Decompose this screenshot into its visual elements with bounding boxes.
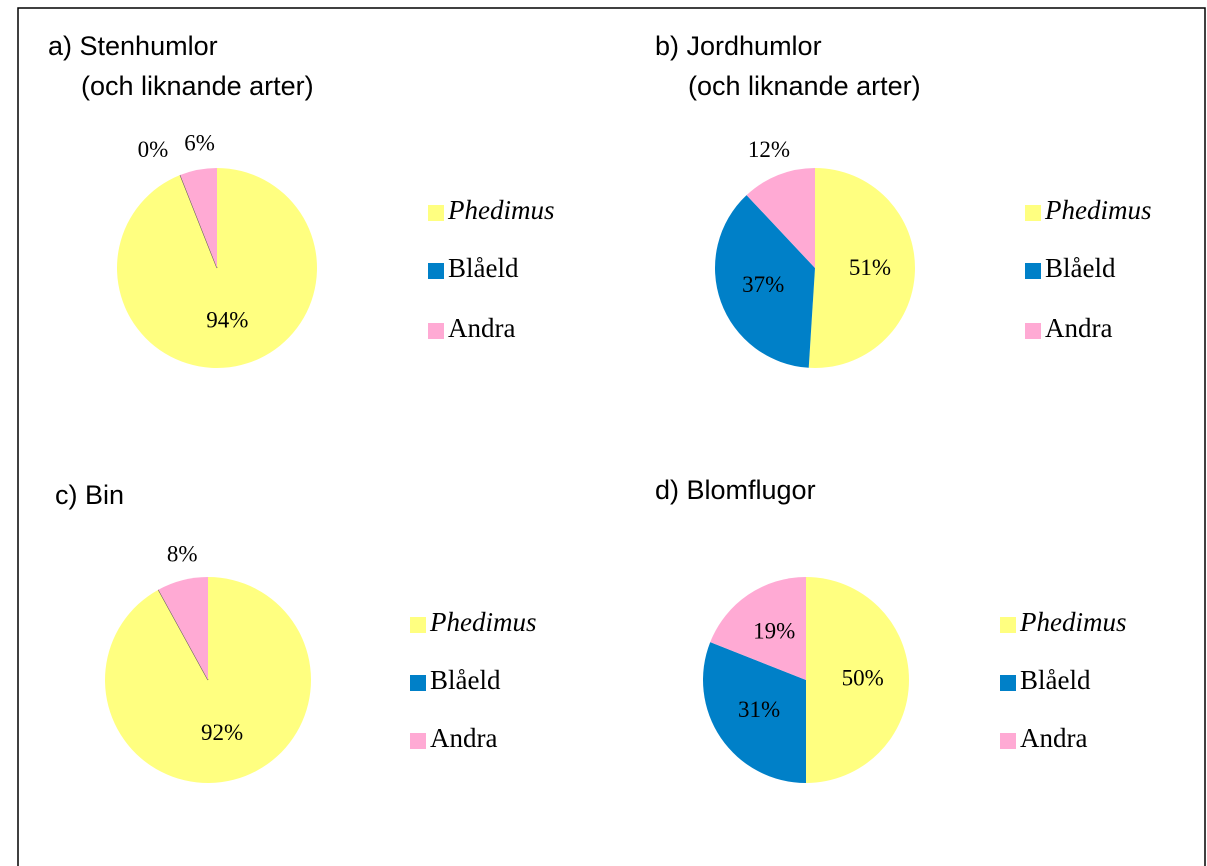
pie-slice <box>180 168 217 268</box>
legend-label: Andra <box>430 723 497 753</box>
legend-swatch <box>1025 205 1041 221</box>
data-label: 31% <box>738 697 780 722</box>
chart-title: a) Stenhumlor <box>48 31 218 61</box>
data-label: 8% <box>167 541 198 566</box>
frame <box>17 7 1206 866</box>
data-label: 19% <box>753 618 795 643</box>
legend-swatch <box>1025 263 1041 279</box>
pie-slice <box>746 168 815 268</box>
legend-label: Andra <box>1020 723 1087 753</box>
pie-slice <box>158 577 208 680</box>
pie-slice <box>715 195 815 368</box>
legend-label: Phedimus <box>1044 195 1151 225</box>
chart-subtitle: (och liknande arter) <box>81 71 314 101</box>
legend-label: Blåeld <box>430 665 501 695</box>
chart-title: c) Bin <box>55 480 124 510</box>
data-label: 50% <box>842 665 884 690</box>
legend-swatch <box>1000 675 1016 691</box>
legend-label: Phedimus <box>447 195 554 225</box>
pie-slice <box>808 167 916 368</box>
legend-swatch <box>410 675 426 691</box>
legend-swatch <box>410 733 426 749</box>
legend-swatch <box>1000 617 1016 633</box>
data-label: 94% <box>206 307 248 332</box>
legend-label: Blåeld <box>1045 253 1116 283</box>
pie-slice <box>703 642 806 783</box>
pie-slice <box>105 577 312 783</box>
legend-label: Blåeld <box>1020 665 1091 695</box>
chart-title: d) Blomflugor <box>655 475 816 505</box>
pie-slice <box>806 577 909 783</box>
legend-swatch <box>428 263 444 279</box>
chart-subtitle: (och liknande arter) <box>688 71 921 101</box>
legend-label: Blåeld <box>448 253 519 283</box>
legend-label: Phedimus <box>1019 607 1126 637</box>
data-label: 37% <box>742 272 784 297</box>
pie-slice <box>710 577 806 680</box>
data-label: 51% <box>849 255 891 280</box>
legend-swatch <box>410 617 426 633</box>
legend-label: Phedimus <box>429 607 536 637</box>
legend-swatch <box>1000 733 1016 749</box>
data-label: 92% <box>201 720 243 745</box>
chart-title: b) Jordhumlor <box>655 31 822 61</box>
legend-label: Andra <box>1045 313 1112 343</box>
legend-label: Andra <box>448 313 515 343</box>
data-label: 6% <box>184 130 215 155</box>
data-label: 0% <box>138 137 169 162</box>
legend-swatch <box>428 205 444 221</box>
legend-swatch <box>1025 323 1041 339</box>
data-label: 12% <box>748 137 790 162</box>
legend-swatch <box>428 323 444 339</box>
